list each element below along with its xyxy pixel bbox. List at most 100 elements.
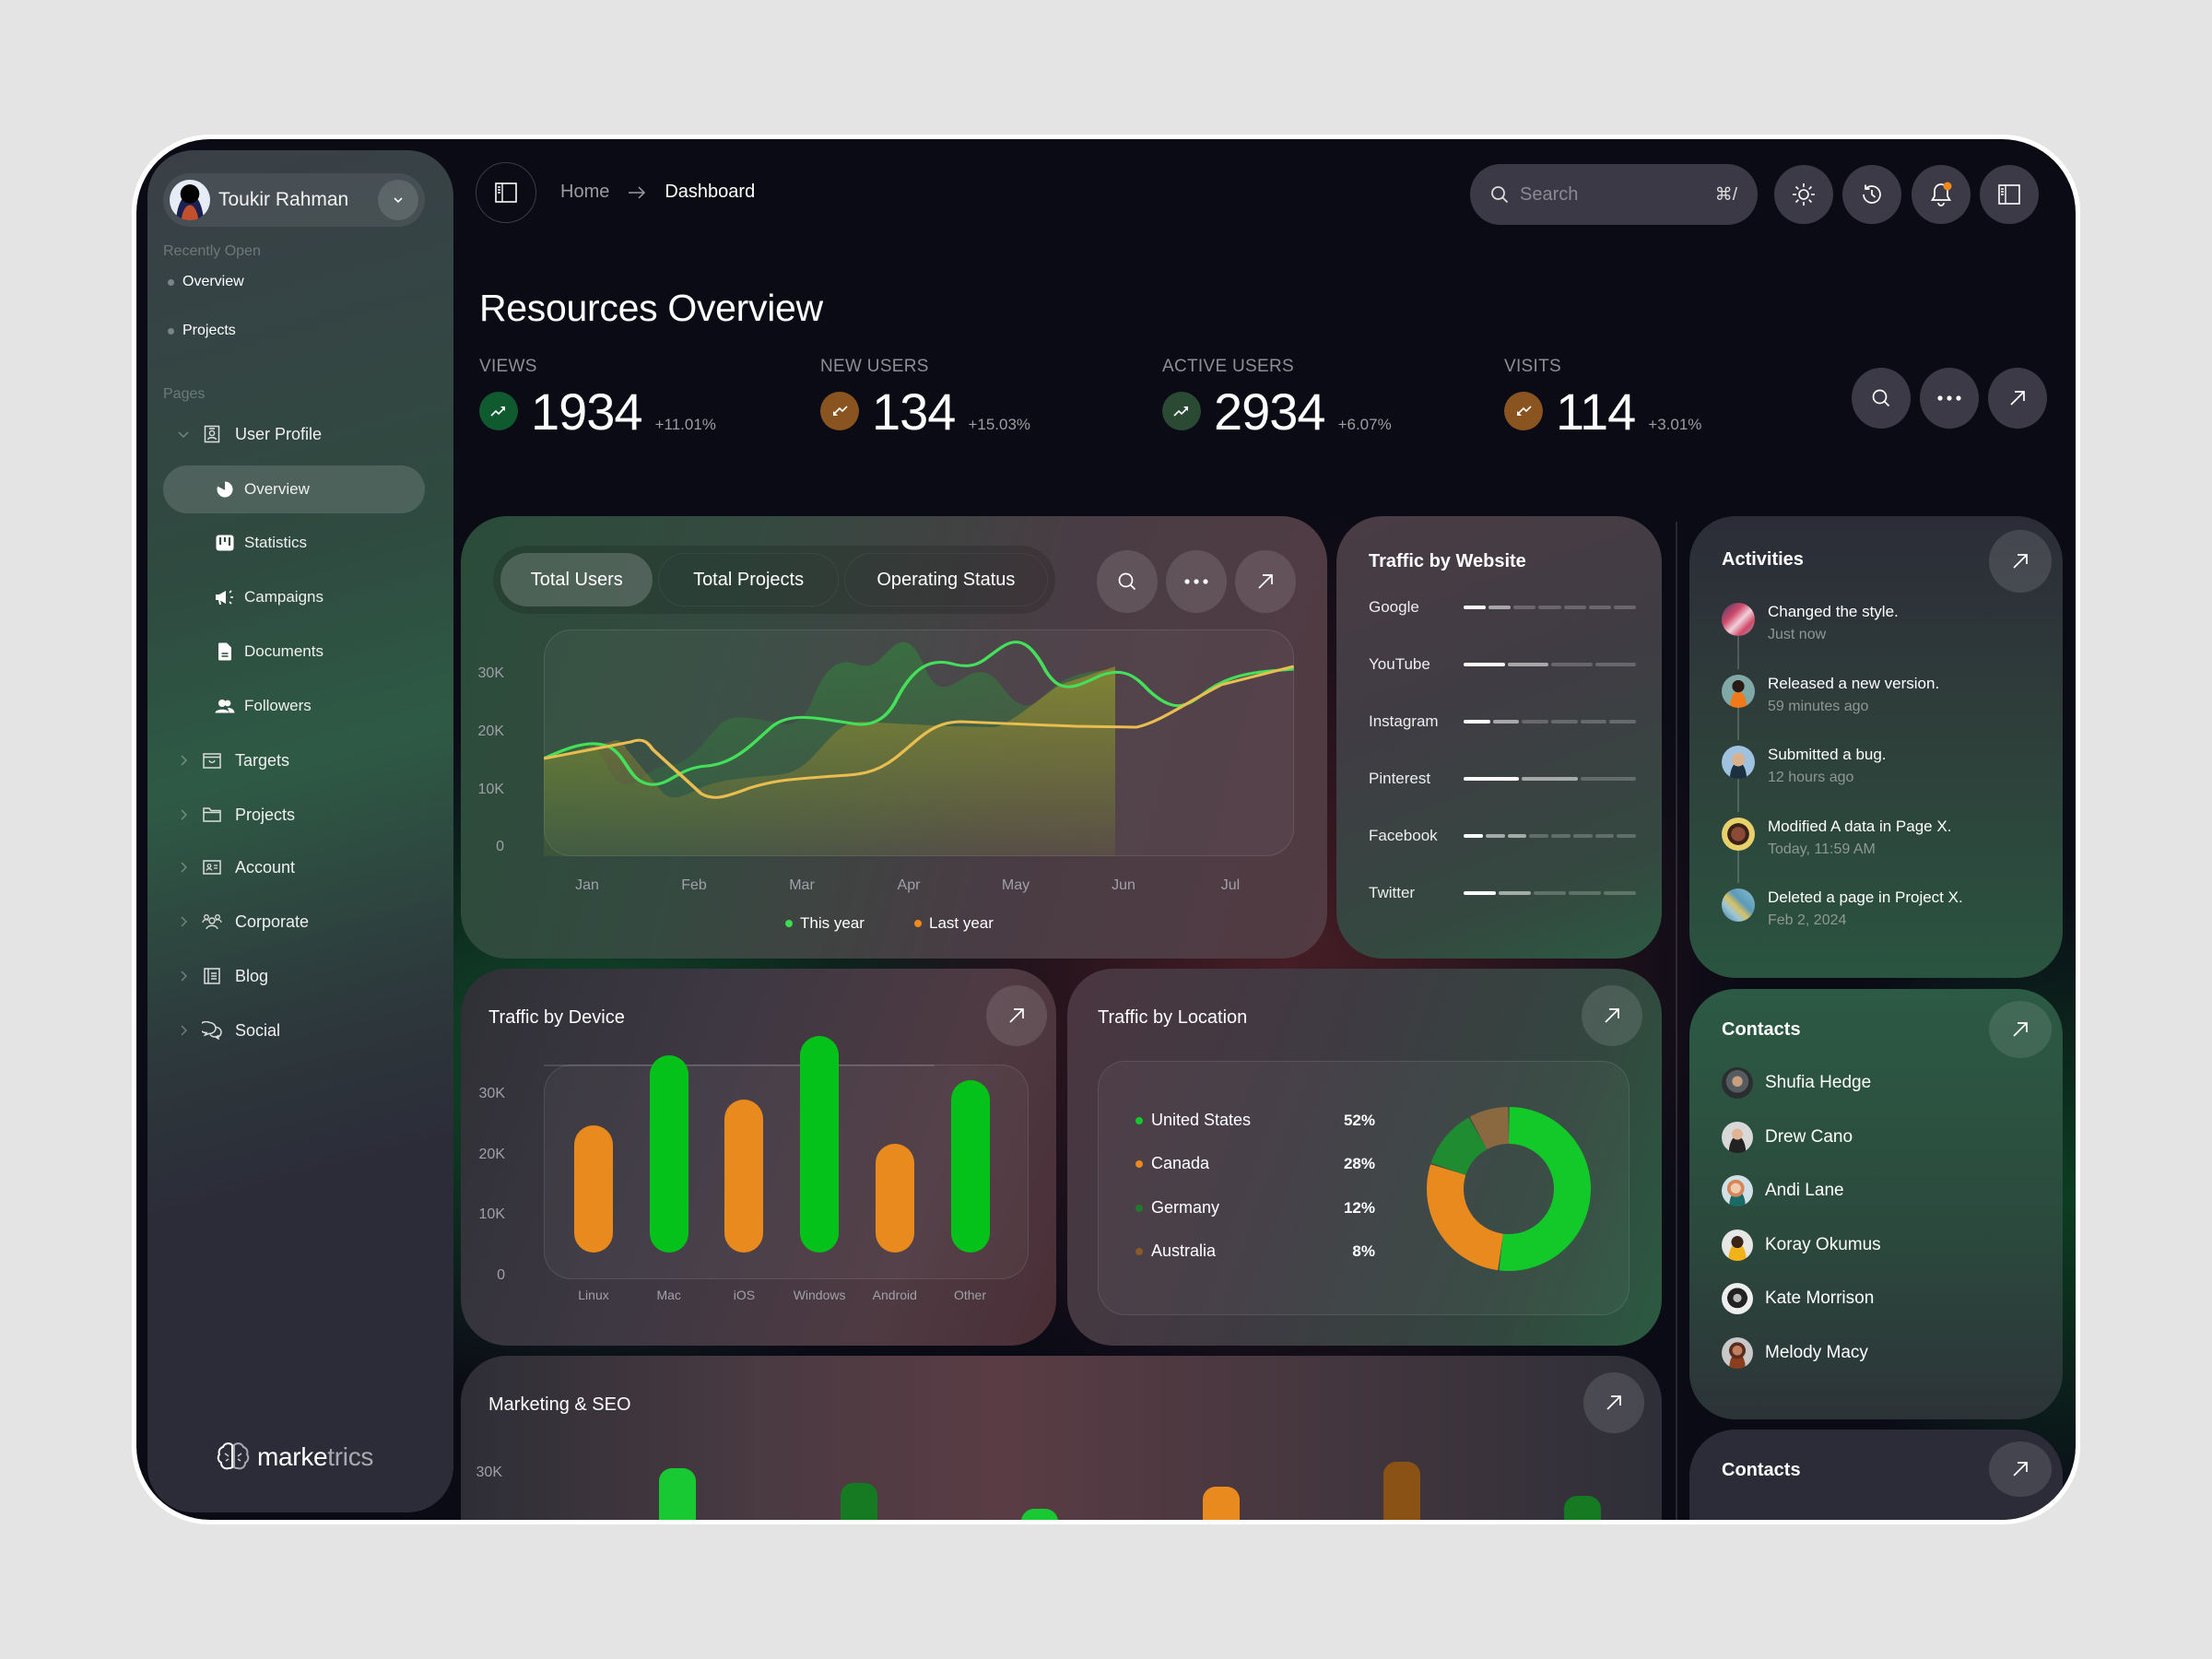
card-title: Activities (1722, 549, 1804, 570)
trend-down-icon (1504, 392, 1543, 430)
contact-item[interactable]: Kate Morrison (1722, 1283, 1874, 1314)
contacts-expand-button[interactable] (1989, 1441, 2052, 1497)
sidebar-item-corporate[interactable]: Corporate (163, 898, 425, 946)
device-expand-button[interactable] (986, 985, 1047, 1046)
legend-dot (785, 920, 793, 927)
stat-value: 2934 (1214, 382, 1326, 441)
activity-item[interactable]: Changed the style. Just now (1722, 603, 1899, 643)
contact-item[interactable]: Melody Macy (1722, 1337, 1868, 1369)
tab-total-users[interactable]: Total Users (500, 553, 653, 606)
donut-slice (1427, 1164, 1503, 1271)
sidebar-item-projects[interactable]: Projects (163, 791, 425, 839)
legend-dot (1135, 1204, 1143, 1212)
contacts-expand-button[interactable] (1989, 1001, 2052, 1058)
x-tick: May (1001, 877, 1030, 893)
location-name: Australia (1151, 1241, 1217, 1260)
panel-toggle-button[interactable] (1980, 165, 2039, 224)
sidebar-item-social[interactable]: Social (163, 1006, 425, 1054)
marketing-bar (659, 1468, 696, 1520)
profile-card-icon (202, 424, 222, 444)
bullet-icon (168, 327, 174, 335)
activity-item[interactable]: Submitted a bug. 12 hours ago (1722, 746, 1887, 786)
website-row: YouTube (1369, 655, 1636, 674)
recent-item-overview[interactable]: Overview (168, 274, 244, 290)
stat-visits: VISITS 114 +3.01% (1504, 357, 1701, 438)
chevron-down-icon (176, 428, 191, 441)
tab-operating-status[interactable]: Operating Status (843, 553, 1048, 606)
contact-item[interactable]: Drew Cano (1722, 1122, 1853, 1153)
sidebar-item-documents[interactable]: Documents (163, 628, 425, 676)
traffic-by-device-card: Traffic by Device 30K 20K 10K 0 Linux Mac… (461, 969, 1056, 1346)
folder-icon (202, 805, 222, 825)
activity-time: Just now (1768, 627, 1827, 642)
bar-chart-plot (544, 1065, 1029, 1279)
logo-text-bold: marke (257, 1442, 328, 1471)
activity-text: Changed the style. (1768, 603, 1899, 620)
user-switcher[interactable]: Toukir Rahman (163, 173, 425, 227)
avatar (170, 180, 210, 220)
stats-more-button[interactable] (1920, 368, 1979, 429)
sidebar-item-label: Followers (244, 697, 312, 714)
trend-up-icon (479, 392, 518, 430)
website-progress (1464, 606, 1636, 609)
activity-item[interactable]: Released a new version. 59 minutes ago (1722, 675, 1939, 715)
traffic-by-website-card: Traffic by Website Google YouTube Instagra… (1336, 516, 1662, 959)
avatar (1722, 1337, 1753, 1369)
website-row: Instagram (1369, 712, 1637, 731)
chevron-right-icon (176, 754, 191, 767)
stat-label: ACTIVE USERS (1162, 357, 1294, 376)
sidebar-item-account[interactable]: Account (163, 843, 425, 891)
breadcrumb-home[interactable]: Home (560, 182, 610, 202)
activity-item[interactable]: Deleted a page in Project X. Feb 2, 2024 (1722, 888, 1963, 929)
sidebar-toggle-button[interactable] (476, 162, 536, 223)
chevron-down-icon[interactable] (378, 180, 418, 220)
contacts-card-secondary: Contacts (1689, 1430, 2063, 1520)
sidebar-item-campaigns[interactable]: Campaigns (163, 573, 425, 621)
sidebar-item-blog[interactable]: Blog (163, 952, 425, 1000)
chart-more-button[interactable] (1166, 550, 1227, 613)
chart-search-button[interactable] (1097, 550, 1158, 613)
donut-slice (1499, 1107, 1591, 1271)
sidebar-icon (1998, 184, 2020, 205)
bullet-icon (168, 278, 174, 286)
activity-item[interactable]: Modified A data in Page X. Today, 11:59 A… (1722, 818, 1951, 858)
marketing-expand-button[interactable] (1583, 1372, 1644, 1433)
legend-dot (1135, 1116, 1143, 1124)
theme-toggle-button[interactable] (1774, 165, 1833, 224)
y-tick: 30K (476, 1465, 502, 1480)
legend-dot (1135, 1159, 1143, 1168)
chart-expand-button[interactable] (1235, 550, 1296, 613)
chevron-right-icon (176, 970, 191, 982)
contact-item[interactable]: Andi Lane (1722, 1175, 1844, 1206)
stats-expand-button[interactable] (1988, 368, 2047, 429)
website-row: Facebook (1369, 827, 1636, 845)
marketing-seo-card: Marketing & SEO 30K (461, 1356, 1662, 1520)
activity-text: Modified A data in Page X. (1768, 818, 1952, 835)
sidebar-item-targets[interactable]: Targets (163, 736, 425, 784)
search-input[interactable]: Search ⌘/ (1470, 164, 1758, 225)
legend-label: Last year (929, 914, 994, 932)
sidebar-item-user-profile[interactable]: User Profile (163, 410, 425, 458)
x-tick: iOS (733, 1288, 756, 1302)
sidebar-item-label: Documents (244, 642, 324, 660)
contact-item[interactable]: Shufia Hedge (1722, 1067, 1871, 1099)
sidebar-item-label: Targets (235, 750, 290, 770)
contact-item[interactable]: Koray Okumus (1722, 1230, 1881, 1261)
legend-dot (1135, 1247, 1143, 1255)
x-tick: Other (953, 1288, 986, 1302)
sidebar-item-statistics[interactable]: Statistics (163, 519, 425, 567)
y-tick: 10K (478, 1206, 505, 1222)
sidebar-item-followers[interactable]: Followers (163, 682, 425, 730)
team-icon (202, 912, 222, 932)
recent-item-projects[interactable]: Projects (168, 323, 236, 339)
location-expand-button[interactable] (1582, 985, 1642, 1046)
tab-total-projects[interactable]: Total Projects (658, 553, 839, 606)
app-window: Toukir Rahman Recently Open Overview Pro… (136, 139, 2076, 1520)
activities-expand-button[interactable] (1989, 530, 2052, 593)
history-button[interactable] (1842, 165, 1901, 224)
notifications-button[interactable] (1912, 165, 1971, 224)
x-tick: Jun (1112, 877, 1135, 893)
website-progress (1464, 891, 1636, 895)
stats-search-button[interactable] (1852, 368, 1911, 429)
sidebar-item-overview[interactable]: Overview (163, 465, 425, 513)
